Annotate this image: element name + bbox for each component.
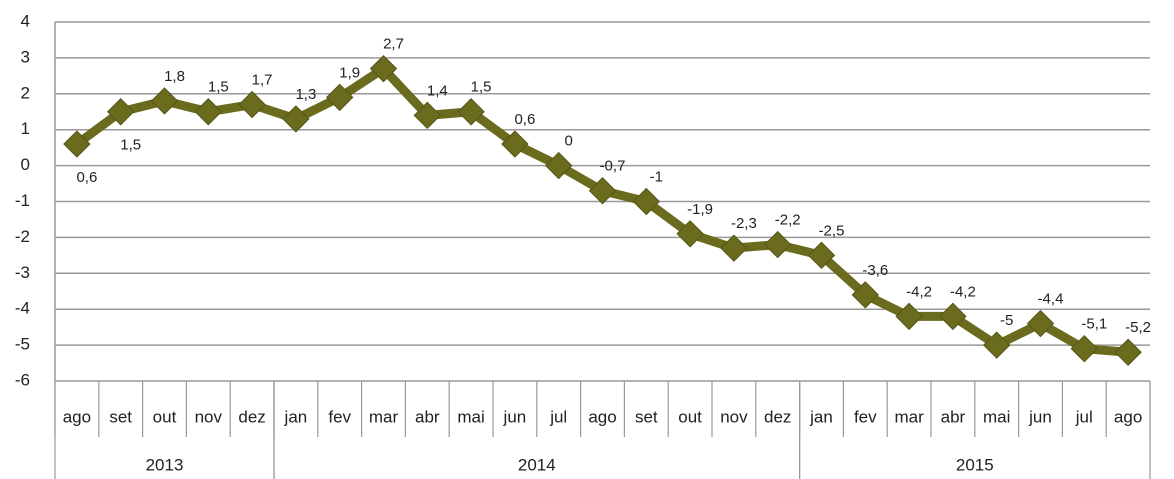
data-label: 0,6	[76, 169, 97, 186]
marker	[632, 187, 661, 216]
data-label: 0,6	[514, 111, 535, 128]
x-tick-label: jan	[284, 407, 308, 426]
data-label: -2,3	[731, 215, 757, 232]
data-label: -4,4	[1038, 291, 1064, 308]
x-tick-label: out	[153, 407, 177, 426]
data-label: 1,9	[339, 64, 360, 81]
data-label: -5,1	[1081, 316, 1107, 333]
x-tick-label: ago	[588, 407, 616, 426]
marker	[369, 54, 398, 83]
data-label: 1,7	[252, 72, 273, 89]
data-label: -5,2	[1125, 319, 1151, 336]
x-tick-label: mar	[894, 407, 924, 426]
marker	[588, 177, 617, 205]
x-tick-label: fev	[854, 407, 877, 426]
x-tick-label: nov	[195, 407, 223, 426]
data-label: -2,5	[819, 222, 845, 239]
marker	[720, 234, 748, 262]
marker	[763, 230, 792, 259]
data-label: -2,2	[775, 212, 801, 229]
y-tick-label: -2	[15, 227, 30, 246]
x-tick-label: jun	[503, 407, 527, 426]
x-tick-label: abr	[941, 407, 966, 426]
data-label: 2,7	[383, 36, 404, 53]
marker	[1070, 334, 1099, 363]
group-label: 2015	[956, 455, 994, 474]
marker	[63, 130, 91, 158]
group-label: 2014	[518, 455, 556, 474]
y-tick-label: 1	[21, 119, 30, 138]
marker	[807, 241, 836, 270]
y-tick-label: 4	[21, 11, 30, 30]
data-label: -4,2	[906, 283, 932, 300]
x-tick-label: mai	[457, 407, 484, 426]
x-tick-label: dez	[764, 407, 791, 426]
x-tick-label: jun	[1028, 407, 1052, 426]
x-tick-label: jul	[549, 407, 567, 426]
marker	[851, 281, 880, 309]
marker	[1114, 338, 1142, 366]
marker	[895, 302, 923, 331]
data-label: 0	[565, 133, 573, 150]
y-tick-label: 0	[21, 155, 30, 174]
marker	[457, 98, 485, 126]
data-label: -5	[1000, 312, 1013, 329]
x-tick-label: nov	[720, 407, 748, 426]
data-label: 1,5	[208, 79, 229, 96]
y-tick-label: 3	[21, 47, 30, 66]
marker	[150, 87, 179, 115]
y-tick-label: -6	[15, 370, 30, 389]
marker	[106, 98, 135, 126]
data-label: -1,9	[687, 201, 713, 218]
data-label: 1,3	[295, 86, 316, 103]
x-tick-label: set	[109, 407, 132, 426]
x-tick-label: set	[635, 407, 658, 426]
y-tick-label: -4	[15, 299, 30, 318]
data-label: 1,8	[164, 68, 185, 85]
marker	[676, 220, 704, 248]
marker	[982, 331, 1011, 359]
marker	[939, 302, 967, 331]
data-label: 1,5	[120, 137, 141, 154]
x-tick-label: mai	[983, 407, 1010, 426]
x-tick-label: dez	[238, 407, 265, 426]
y-tick-label: -3	[15, 263, 30, 282]
y-tick-label: 2	[21, 83, 30, 102]
data-label: -1	[650, 168, 663, 185]
marker	[413, 101, 442, 130]
group-label: 2013	[146, 455, 184, 474]
y-tick-label: -5	[15, 335, 30, 354]
x-tick-label: ago	[63, 407, 91, 426]
x-tick-label: abr	[415, 407, 440, 426]
x-tick-label: ago	[1114, 407, 1142, 426]
data-label: -3,6	[862, 262, 888, 279]
x-tick-label: out	[678, 407, 702, 426]
x-tick-label: jul	[1075, 407, 1093, 426]
data-label: -4,2	[950, 283, 976, 300]
data-label: 1,4	[427, 82, 448, 99]
x-tick-label: mar	[369, 407, 399, 426]
marker	[282, 105, 310, 133]
marker	[194, 98, 223, 126]
marker	[1026, 309, 1055, 338]
data-label: -0,7	[600, 158, 626, 175]
data-label: 1,5	[471, 79, 492, 96]
marker	[238, 90, 266, 119]
marker	[544, 151, 573, 180]
marker	[501, 130, 529, 158]
y-tick-label: -1	[15, 191, 30, 210]
marker	[325, 83, 354, 112]
x-tick-label: fev	[328, 407, 351, 426]
x-tick-label: jan	[809, 407, 833, 426]
